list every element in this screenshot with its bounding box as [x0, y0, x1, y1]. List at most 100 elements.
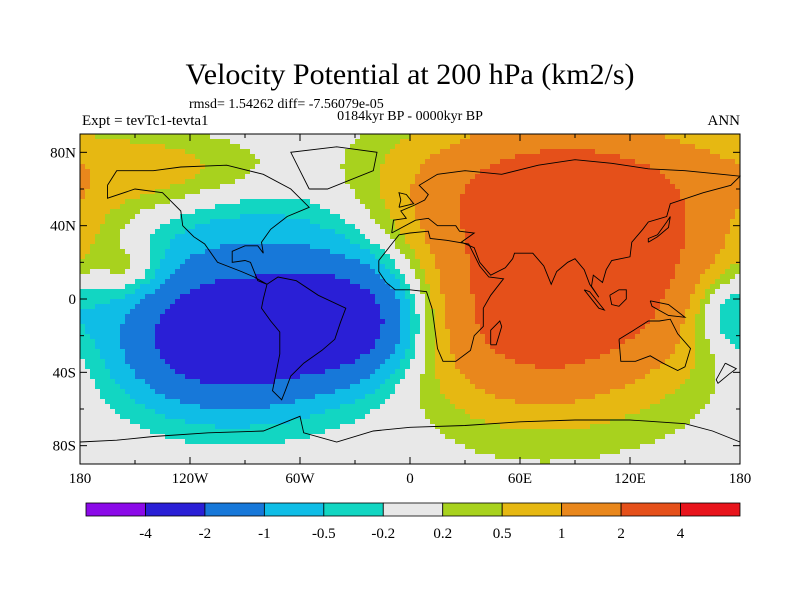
field-cell	[695, 219, 701, 225]
field-cell	[420, 224, 426, 230]
field-cell	[110, 189, 116, 195]
field-cell	[615, 214, 621, 220]
field-cell	[165, 294, 171, 300]
field-cell	[675, 174, 681, 180]
field-cell	[685, 314, 691, 320]
field-cell	[635, 269, 641, 275]
field-cell	[535, 179, 541, 185]
field-cell	[300, 269, 306, 275]
field-cell	[735, 299, 741, 305]
field-cell	[690, 289, 696, 295]
field-cell	[610, 239, 616, 245]
field-cell	[485, 299, 491, 305]
field-cell	[360, 264, 366, 270]
field-cell	[145, 194, 151, 200]
field-cell	[380, 134, 386, 140]
field-cell	[235, 179, 241, 185]
field-cell	[410, 134, 416, 140]
field-cell	[225, 149, 231, 155]
field-cell	[620, 234, 626, 240]
field-cell	[290, 209, 296, 215]
field-cell	[615, 164, 621, 170]
field-cell	[185, 149, 191, 155]
field-cell	[380, 204, 386, 210]
field-cell	[645, 174, 651, 180]
field-cell	[470, 229, 476, 235]
field-cell	[310, 254, 316, 260]
field-cell	[650, 279, 656, 285]
field-cell	[575, 194, 581, 200]
field-cell	[325, 259, 331, 265]
field-cell	[705, 229, 711, 235]
field-cell	[370, 279, 376, 285]
field-cell	[455, 219, 461, 225]
field-cell	[395, 269, 401, 275]
field-cell	[370, 239, 376, 245]
field-cell	[610, 134, 616, 140]
field-cell	[555, 259, 561, 265]
field-cell	[125, 139, 131, 145]
field-cell	[85, 274, 91, 280]
field-cell	[95, 164, 101, 170]
field-cell	[450, 279, 456, 285]
field-cell	[445, 189, 451, 195]
field-cell	[175, 184, 181, 190]
field-cell	[230, 159, 236, 165]
field-cell	[585, 144, 591, 150]
field-cell	[680, 299, 686, 305]
field-cell	[635, 284, 641, 290]
field-cell	[215, 259, 221, 265]
field-cell	[525, 209, 531, 215]
field-cell	[540, 194, 546, 200]
field-cell	[360, 189, 366, 195]
field-cell	[215, 294, 221, 300]
field-cell	[350, 284, 356, 290]
field-cell	[90, 279, 96, 285]
field-cell	[220, 149, 226, 155]
field-cell	[680, 269, 686, 275]
field-cell	[240, 284, 246, 290]
field-cell	[85, 214, 91, 220]
field-cell	[190, 204, 196, 210]
field-cell	[375, 264, 381, 270]
field-cell	[470, 219, 476, 225]
field-cell	[735, 199, 741, 205]
field-cell	[470, 179, 476, 185]
field-cell	[575, 144, 581, 150]
field-cell	[535, 204, 541, 210]
field-cell	[405, 219, 411, 225]
field-cell	[470, 134, 476, 140]
field-cell	[710, 159, 716, 165]
field-cell	[550, 274, 556, 280]
field-cell	[600, 194, 606, 200]
field-cell	[150, 199, 156, 205]
field-cell	[550, 164, 556, 170]
field-cell	[720, 184, 726, 190]
field-cell	[85, 144, 91, 150]
field-cell	[330, 239, 336, 245]
field-cell	[645, 304, 651, 310]
field-cell	[270, 154, 276, 160]
field-cell	[205, 269, 211, 275]
field-cell	[655, 229, 661, 235]
field-cell	[145, 304, 151, 310]
field-cell	[290, 164, 296, 170]
field-cell	[215, 239, 221, 245]
field-cell	[180, 229, 186, 235]
field-cell	[270, 279, 276, 285]
field-cell	[460, 149, 466, 155]
field-cell	[560, 164, 566, 170]
field-cell	[365, 289, 371, 295]
field-cell	[290, 214, 296, 220]
field-cell	[650, 199, 656, 205]
field-cell	[550, 239, 556, 245]
field-cell	[500, 144, 506, 150]
field-cell	[135, 214, 141, 220]
field-cell	[480, 154, 486, 160]
field-cell	[340, 269, 346, 275]
field-cell	[695, 154, 701, 160]
field-cell	[350, 199, 356, 205]
field-cell	[595, 169, 601, 175]
field-cell	[470, 259, 476, 265]
field-cell	[110, 149, 116, 155]
